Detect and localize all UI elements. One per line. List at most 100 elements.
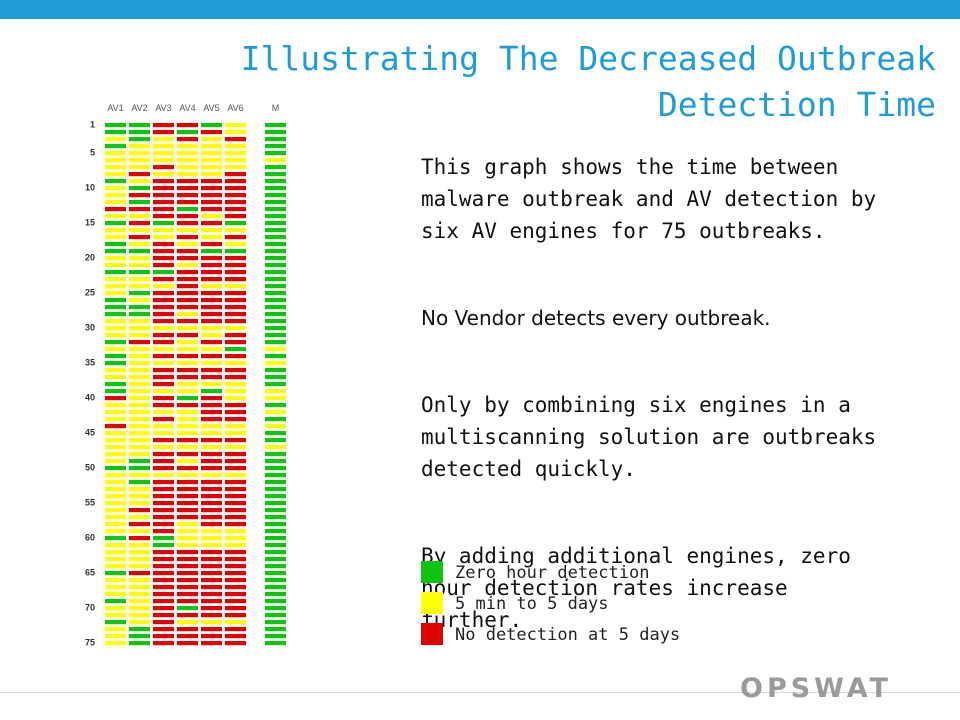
legend-swatch-yellow (421, 592, 443, 614)
cell-r5-av5 (201, 151, 222, 156)
cell-r52-av4 (177, 480, 198, 485)
cell-r64-m (265, 564, 286, 569)
cell-r56-av1 (105, 508, 126, 513)
cell-r71-av6 (225, 613, 246, 618)
cell-r22-av5 (201, 270, 222, 275)
cell-r40-av6 (225, 396, 246, 401)
cell-r43-av2 (129, 417, 150, 422)
cell-r26-av4 (177, 298, 198, 303)
cell-r66-av1 (105, 578, 126, 583)
cell-r65-av4 (177, 571, 198, 576)
cell-r51-av1 (105, 473, 126, 478)
cell-r43-av3 (153, 417, 174, 422)
cell-r66-av6 (225, 578, 246, 583)
cell-r35-m (265, 361, 286, 366)
cell-r67-av3 (153, 585, 174, 590)
cell-r46-av2 (129, 438, 150, 443)
cell-r71-av4 (177, 613, 198, 618)
cell-r3-av5 (201, 137, 222, 142)
cell-r64-av3 (153, 564, 174, 569)
cell-r48-m (265, 452, 286, 457)
cell-r19-av5 (201, 249, 222, 254)
cell-r9-av6 (225, 179, 246, 184)
cell-r11-av4 (177, 193, 198, 198)
cell-r54-m (265, 494, 286, 499)
cell-r49-av1 (105, 459, 126, 464)
cell-r24-av6 (225, 284, 246, 289)
cell-r44-av5 (201, 424, 222, 429)
cell-r34-av4 (177, 354, 198, 359)
cell-r25-av6 (225, 291, 246, 296)
cell-r28-m (265, 312, 286, 317)
cell-r10-av2 (129, 186, 150, 191)
cell-r33-av2 (129, 347, 150, 352)
cell-r59-av5 (201, 529, 222, 534)
cell-r37-av5 (201, 375, 222, 380)
cell-r38-av2 (129, 382, 150, 387)
cell-r57-av1 (105, 515, 126, 520)
cell-r35-av6 (225, 361, 246, 366)
row-tick-20: 20 (85, 253, 95, 263)
cell-r18-av2 (129, 242, 150, 247)
cell-r11-av1 (105, 193, 126, 198)
cell-r44-av2 (129, 424, 150, 429)
cell-r44-av1 (105, 424, 126, 429)
cell-r72-av1 (105, 620, 126, 625)
cell-r55-av3 (153, 501, 174, 506)
cell-r46-av1 (105, 438, 126, 443)
cell-r20-av5 (201, 256, 222, 261)
cell-r40-m (265, 396, 286, 401)
cell-r48-av2 (129, 452, 150, 457)
cell-r52-av3 (153, 480, 174, 485)
cell-r31-av4 (177, 333, 198, 338)
row-tick-35: 35 (85, 358, 95, 368)
cell-r47-av2 (129, 445, 150, 450)
cell-r68-av4 (177, 592, 198, 597)
cell-r33-av6 (225, 347, 246, 352)
cell-r21-av3 (153, 263, 174, 268)
cell-r49-av3 (153, 459, 174, 464)
cell-r63-av3 (153, 557, 174, 562)
cell-r9-av1 (105, 179, 126, 184)
cell-r34-av6 (225, 354, 246, 359)
cell-r21-av6 (225, 263, 246, 268)
cell-r69-av5 (201, 599, 222, 604)
cell-r29-m (265, 319, 286, 324)
cell-r56-av3 (153, 508, 174, 513)
cell-r34-av5 (201, 354, 222, 359)
cell-r37-av1 (105, 375, 126, 380)
cell-r30-m (265, 326, 286, 331)
cell-r65-av2 (129, 571, 150, 576)
cell-r29-av2 (129, 319, 150, 324)
top-accent-bar (0, 0, 960, 19)
cell-r24-av4 (177, 284, 198, 289)
cell-r16-av4 (177, 228, 198, 233)
column-header-av6: AV6 (227, 103, 243, 113)
cell-r61-av5 (201, 543, 222, 548)
cell-r6-av2 (129, 158, 150, 163)
cell-r26-av6 (225, 298, 246, 303)
cell-r47-av5 (201, 445, 222, 450)
cell-r33-av4 (177, 347, 198, 352)
cell-r11-av5 (201, 193, 222, 198)
cell-r21-av1 (105, 263, 126, 268)
cell-r53-av2 (129, 487, 150, 492)
cell-r54-av5 (201, 494, 222, 499)
cell-r31-av3 (153, 333, 174, 338)
cell-r47-av4 (177, 445, 198, 450)
cell-r35-av5 (201, 361, 222, 366)
cell-r14-av1 (105, 214, 126, 219)
cell-r19-m (265, 249, 286, 254)
cell-r40-av2 (129, 396, 150, 401)
cell-r57-av2 (129, 515, 150, 520)
cell-r45-av3 (153, 431, 174, 436)
cell-r50-av3 (153, 466, 174, 471)
cell-r3-av4 (177, 137, 198, 142)
cell-r26-av3 (153, 298, 174, 303)
cell-r36-av2 (129, 368, 150, 373)
cell-r50-av1 (105, 466, 126, 471)
cell-r11-av6 (225, 193, 246, 198)
cell-r4-av6 (225, 144, 246, 149)
cell-r5-av1 (105, 151, 126, 156)
cell-r38-av6 (225, 382, 246, 387)
